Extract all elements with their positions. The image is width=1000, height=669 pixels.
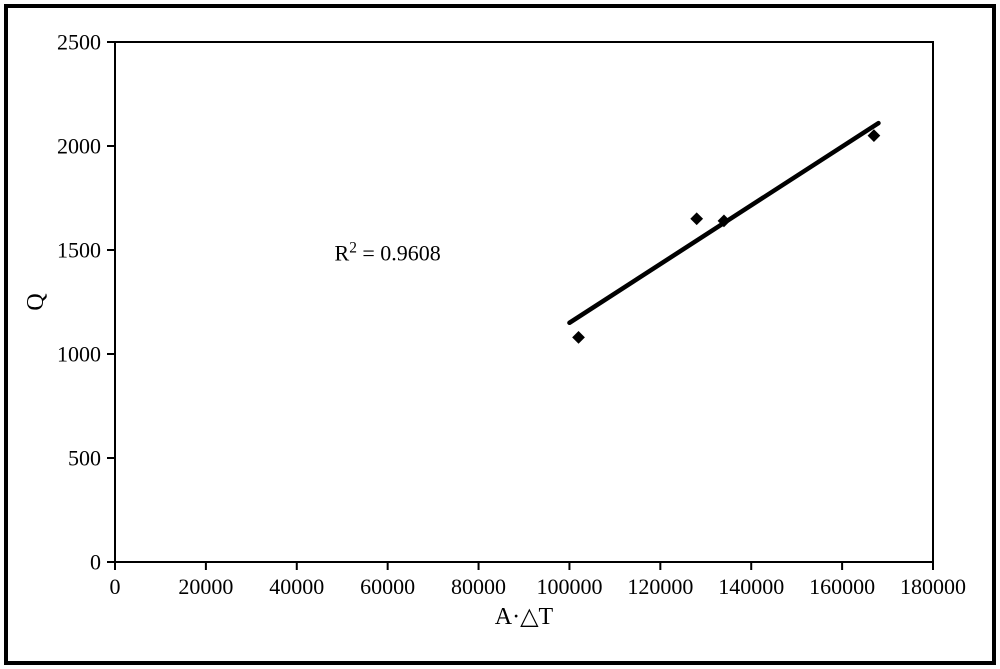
y-tick-label: 2500 <box>57 30 101 55</box>
y-tick-label: 1500 <box>57 238 101 263</box>
y-tick-label: 500 <box>68 446 101 471</box>
y-axis-label: Q <box>23 293 49 310</box>
x-tick-label: 40000 <box>269 574 324 599</box>
x-tick-label: 180000 <box>900 574 966 599</box>
x-tick-label: 140000 <box>718 574 784 599</box>
scatter-chart: 0200004000060000800001000001200001400001… <box>0 0 1000 669</box>
y-tick-label: 0 <box>90 550 101 575</box>
x-tick-label: 60000 <box>360 574 415 599</box>
y-tick-label: 2000 <box>57 134 101 159</box>
x-axis-label: A·△T <box>495 604 554 630</box>
x-tick-label: 120000 <box>627 574 693 599</box>
x-tick-label: 20000 <box>178 574 233 599</box>
x-tick-label: 80000 <box>451 574 506 599</box>
x-tick-label: 160000 <box>809 574 875 599</box>
x-tick-label: 100000 <box>536 574 602 599</box>
x-tick-label: 0 <box>110 574 121 599</box>
y-tick-label: 1000 <box>57 342 101 367</box>
plot-area <box>115 42 933 562</box>
